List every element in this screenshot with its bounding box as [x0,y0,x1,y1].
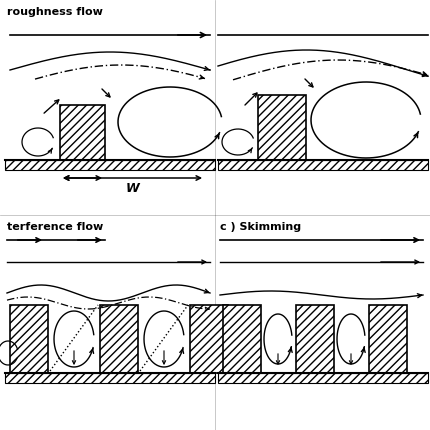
Bar [5,160,215,170]
Text: terference flow: terference flow [7,222,103,232]
Bar [223,305,261,373]
Text: W: W [126,182,139,195]
Bar [258,95,306,160]
Bar [190,305,228,373]
Bar [10,305,48,373]
Bar [296,305,334,373]
Bar [100,305,138,373]
Bar [60,105,105,160]
Bar [5,373,215,383]
Text: roughness flow: roughness flow [7,7,103,17]
Text: c ) Skimming: c ) Skimming [220,222,301,232]
Bar [218,160,428,170]
Bar [369,305,407,373]
Bar [218,373,428,383]
